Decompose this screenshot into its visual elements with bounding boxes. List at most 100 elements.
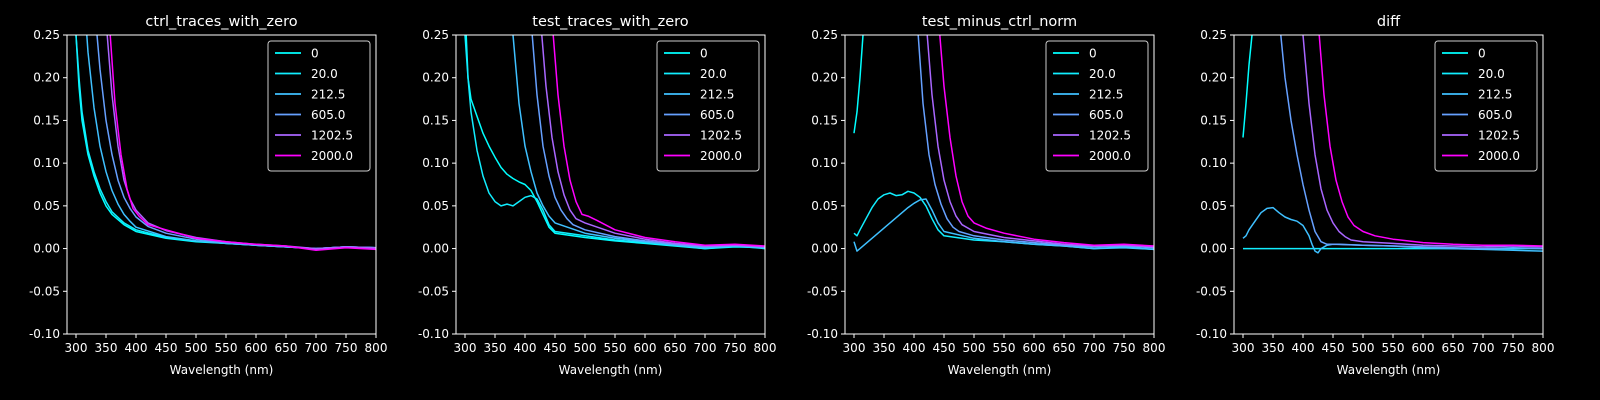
y-tick-label: 0.10	[422, 156, 449, 170]
x-tick-label: 600	[634, 341, 657, 355]
y-tick-label: 0.15	[1200, 113, 1227, 127]
legend-label: 605.0	[700, 108, 734, 122]
y-tick-label: 0.10	[33, 156, 60, 170]
legend: 0 20.0 212.5 605.0 1202.5 2000.0	[267, 40, 371, 172]
y-tick-label: 0.15	[33, 113, 60, 127]
legend-label: 212.5	[1478, 88, 1512, 102]
series-group	[853, 35, 1154, 252]
x-axis-label: Wavelength (nm)	[948, 363, 1052, 377]
axes-frame	[1233, 34, 1544, 335]
x-tick-label: 450	[933, 341, 956, 355]
x-tick-label: 600	[1412, 341, 1435, 355]
chart-title: test_traces_with_zero	[532, 14, 689, 30]
y-tick-label: 0.15	[422, 113, 449, 127]
x-tick-label: 650	[1442, 341, 1465, 355]
y-tick-label: 0.10	[1200, 156, 1227, 170]
chart-panel-1: 300 350 400 450 500 550 600 650 700 750 800 -0.10 -0…	[29, 14, 388, 377]
legend-label: 20.0	[1089, 67, 1116, 81]
x-tick-label: 500	[185, 341, 208, 355]
x-tick-label: 500	[963, 341, 986, 355]
x-tick-label: 600	[1023, 341, 1046, 355]
y-tick-label: -0.10	[29, 327, 60, 341]
x-tick-label: 350	[95, 341, 118, 355]
x-tick-label: 800	[1532, 341, 1555, 355]
x-tick-label: 300	[454, 341, 477, 355]
legend-label: 605.0	[1089, 108, 1123, 122]
x-tick-label: 550	[1382, 341, 1405, 355]
series-line-0	[1242, 35, 1253, 138]
legend-label: 212.5	[700, 88, 734, 102]
series-line-212.5	[512, 35, 765, 249]
axes-frame	[844, 34, 1155, 335]
legend-label: 0	[700, 47, 708, 61]
x-tick-label: 300	[65, 341, 88, 355]
y-tick-label: 0.20	[1200, 71, 1227, 85]
legend-label: 2000.0	[1478, 149, 1520, 163]
legend-label: 605.0	[1478, 108, 1512, 122]
x-tick-label: 500	[574, 341, 597, 355]
axes-frame	[455, 34, 766, 335]
x-tick-label: 800	[1143, 341, 1166, 355]
x-tick-label: 750	[335, 341, 358, 355]
y-tick-label: 0.25	[33, 28, 60, 42]
y-tick-label: 0.00	[33, 242, 60, 256]
y-tick-label: 0.25	[1200, 28, 1227, 42]
y-tick-label: 0.05	[422, 199, 449, 213]
x-tick-label: 650	[275, 341, 298, 355]
x-tick-label: 650	[1053, 341, 1076, 355]
x-tick-label: 400	[514, 341, 537, 355]
x-tick-label: 350	[873, 341, 896, 355]
y-tick-label: -0.10	[807, 327, 838, 341]
legend-label: 1202.5	[311, 129, 353, 143]
chart-title: diff	[1377, 14, 1401, 30]
y-tick-label: 0.05	[811, 199, 838, 213]
y-tick-label: 0.05	[33, 199, 60, 213]
series-line-605.0	[917, 35, 1154, 249]
y-tick-label: 0.25	[422, 28, 449, 42]
legend: 0 20.0 212.5 605.0 1202.5 2000.0	[1434, 40, 1538, 172]
x-axis-label: Wavelength (nm)	[1337, 363, 1441, 377]
y-tick-label: -0.10	[1196, 327, 1227, 341]
series-group	[75, 35, 376, 252]
x-tick-label: 550	[604, 341, 627, 355]
x-tick-label: 800	[754, 341, 777, 355]
chart-title: ctrl_traces_with_zero	[145, 14, 297, 30]
series-line-2000.0	[552, 35, 765, 247]
series-group	[1242, 35, 1543, 254]
x-tick-label: 550	[215, 341, 238, 355]
y-tick-label: 0.20	[422, 71, 449, 85]
series-line-0	[853, 35, 864, 134]
x-tick-label: 350	[484, 341, 507, 355]
x-tick-label: 700	[1472, 341, 1495, 355]
legend-label: 20.0	[311, 67, 338, 81]
y-tick-label: 0.10	[811, 156, 838, 170]
series-line-605.0	[1280, 35, 1543, 250]
legend-label: 2000.0	[1089, 149, 1131, 163]
series-line-1202.5	[1302, 35, 1543, 248]
x-tick-label: 400	[1292, 341, 1315, 355]
x-tick-label: 350	[1262, 341, 1285, 355]
x-tick-label: 450	[155, 341, 178, 355]
x-tick-label: 450	[544, 341, 567, 355]
y-tick-label: -0.10	[418, 327, 449, 341]
x-tick-label: 400	[125, 341, 148, 355]
y-tick-label: -0.05	[418, 284, 449, 298]
series-line-1202.5	[926, 35, 1154, 248]
legend-label: 0	[311, 47, 319, 61]
y-tick-label: -0.05	[807, 284, 838, 298]
series-line-2000.0	[1318, 35, 1543, 247]
series-group	[464, 35, 765, 250]
y-tick-label: 0.20	[811, 71, 838, 85]
series-line-1202.5	[541, 35, 765, 248]
legend: 0 20.0 212.5 605.0 1202.5 2000.0	[656, 40, 760, 172]
x-tick-label: 300	[843, 341, 866, 355]
y-tick-label: 0.20	[33, 71, 60, 85]
axes-frame	[66, 34, 377, 335]
x-tick-label: 700	[694, 341, 717, 355]
legend-label: 212.5	[311, 88, 345, 102]
x-tick-label: 700	[1083, 341, 1106, 355]
x-tick-label: 500	[1352, 341, 1375, 355]
chart-panel-3: 300 350 400 450 500 550 600 650 700 750 800 -0.10 -0…	[807, 14, 1166, 377]
legend-label: 2000.0	[311, 149, 353, 163]
legend-label: 0	[1089, 47, 1097, 61]
